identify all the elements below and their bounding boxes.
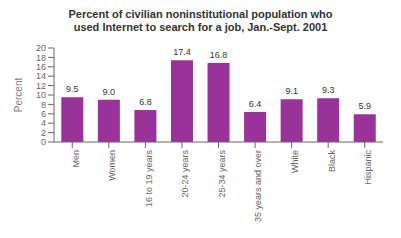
svg-text:Black: Black [327, 150, 337, 173]
svg-text:5.9: 5.9 [358, 101, 371, 111]
svg-text:25-34 years: 25-34 years [217, 150, 227, 198]
svg-text:White: White [290, 150, 300, 173]
svg-text:9.1: 9.1 [285, 86, 298, 96]
svg-text:17.4: 17.4 [173, 47, 191, 57]
svg-text:10: 10 [36, 90, 46, 100]
svg-text:Percent: Percent [13, 78, 24, 113]
svg-text:8: 8 [41, 100, 46, 110]
svg-text:9.0: 9.0 [103, 87, 116, 97]
svg-text:Men: Men [71, 150, 81, 168]
svg-text:6.8: 6.8 [139, 97, 152, 107]
svg-text:14: 14 [36, 71, 46, 81]
svg-text:Women: Women [107, 150, 117, 181]
svg-text:9.5: 9.5 [66, 84, 79, 94]
svg-text:Hispanic: Hispanic [363, 150, 373, 185]
svg-text:9.3: 9.3 [322, 85, 335, 95]
svg-text:6: 6 [41, 109, 46, 119]
svg-text:4: 4 [41, 118, 46, 128]
svg-text:6.4: 6.4 [249, 99, 262, 109]
svg-text:12: 12 [36, 81, 46, 91]
svg-text:0: 0 [41, 137, 46, 147]
svg-text:20: 20 [36, 43, 46, 53]
svg-text:18: 18 [36, 53, 46, 63]
html-text:Percent of civilian noninstitu: Percent of civilian noninstitutional pop… [68, 8, 333, 33]
svg-text:16.8: 16.8 [210, 50, 228, 60]
svg-text:16 to 19 years: 16 to 19 years [144, 150, 154, 208]
svg-text:20-24 years: 20-24 years [180, 150, 190, 198]
svg-text:35 years and over: 35 years and over [253, 150, 263, 222]
svg-text:16: 16 [36, 62, 46, 72]
svg-text:2: 2 [41, 128, 46, 138]
